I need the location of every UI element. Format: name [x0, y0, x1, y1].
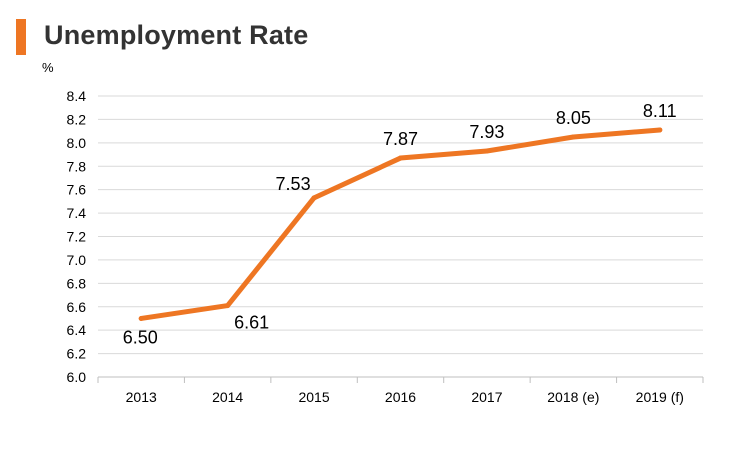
y-tick-label: 6.2: [67, 346, 87, 362]
series: [138, 127, 663, 321]
y-tick-label: 7.8: [67, 158, 87, 174]
y-tick-label: 6.8: [67, 275, 87, 291]
y-tick-label: 7.4: [67, 205, 87, 221]
chart-title: Unemployment Rate: [44, 20, 309, 50]
data-point: [570, 134, 576, 140]
y-tick-label: 6.4: [67, 322, 87, 338]
title-accent-bar: [16, 19, 26, 55]
gridlines: [98, 95, 703, 355]
data-label: 8.11: [643, 101, 677, 121]
data-label: 7.53: [276, 174, 311, 194]
x-tick-label: 2016: [385, 389, 416, 405]
data-label: 7.93: [469, 122, 504, 142]
data-label: 8.05: [556, 108, 591, 128]
x-axis-ticks: 2013 2014 2015 2016 2017 2018 (e) 2019 (f): [126, 389, 684, 405]
y-tick-label: 7.6: [67, 182, 87, 198]
data-label: 6.50: [123, 327, 158, 347]
y-axis-unit-label: %: [42, 60, 54, 75]
x-tick-label: 2014: [212, 389, 243, 405]
data-point: [311, 195, 317, 201]
data-label: 7.87: [383, 129, 418, 149]
data-label: 6.61: [234, 313, 269, 333]
y-tick-label: 6.0: [67, 369, 87, 385]
axes: [97, 376, 704, 383]
x-tick-label: 2015: [298, 389, 329, 405]
y-tick-label: 6.6: [67, 299, 87, 315]
y-tick-label: 8.2: [67, 111, 87, 127]
y-tick-label: 7.2: [67, 229, 87, 245]
data-point: [484, 148, 490, 154]
data-point: [657, 127, 663, 133]
data-point: [225, 303, 231, 309]
x-tick-label: 2019 (f): [636, 389, 684, 405]
y-axis-ticks: 6.0 6.2 6.4 6.6 6.8 7.0 7.2 7.4 7.6 7.8 8.0 8.2 8.4: [67, 88, 87, 385]
data-labels: 6.50 6.61 7.53 7.87 7.93 8.05 8.11: [123, 101, 677, 348]
x-tick-label: 2017: [471, 389, 502, 405]
data-point: [398, 155, 403, 161]
y-tick-label: 8.0: [67, 135, 87, 151]
y-tick-label: 7.0: [67, 252, 87, 268]
y-tick-label: 8.4: [67, 88, 87, 104]
x-tick-label: 2013: [126, 389, 157, 405]
x-tick-label: 2018 (e): [547, 389, 599, 405]
data-point: [138, 315, 144, 321]
